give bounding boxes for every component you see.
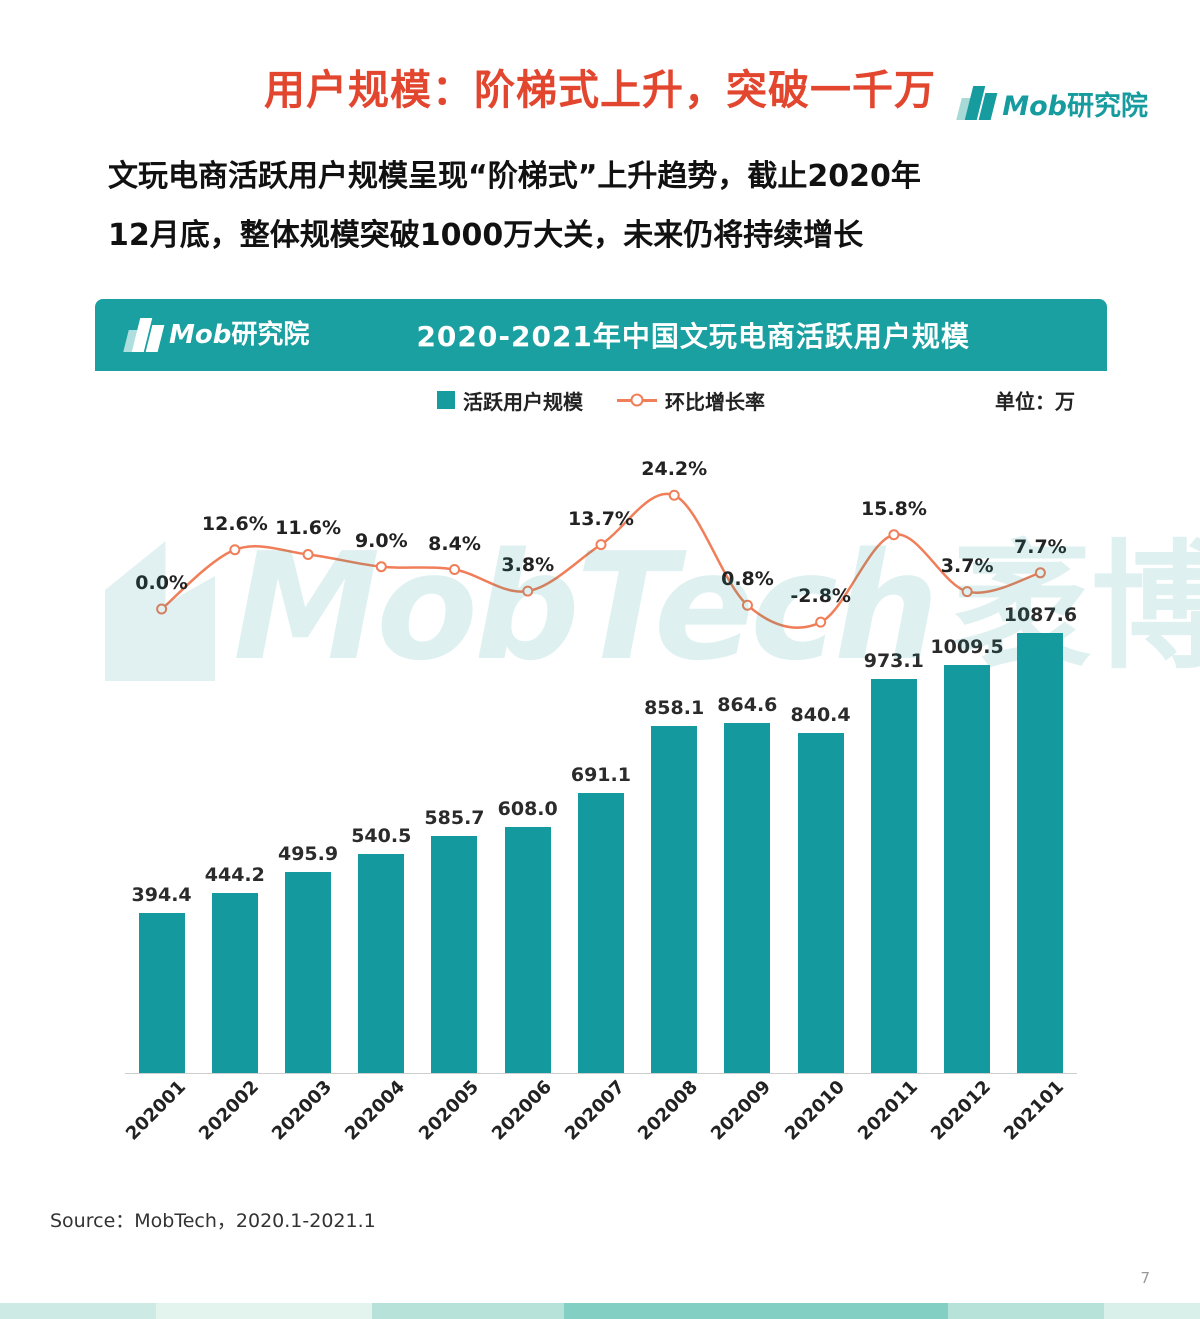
bar-legend-label: 活跃用户规模 [463, 389, 583, 414]
mob-logo-icon-white [123, 318, 165, 352]
bar-value-label: 858.1 [644, 696, 705, 719]
growth-rate-label: 12.6% [201, 512, 268, 535]
bar [138, 913, 185, 1073]
page-title: 用户规模：阶梯式上升，突破一千万 [264, 66, 936, 114]
bar-column: 840.4 [784, 704, 857, 1073]
bar [797, 733, 844, 1073]
x-axis-label: 202101 [1000, 1076, 1069, 1145]
chart-card: Mob研究院 2020-2021年中国文玩电商活跃用户规模 活跃用户规模 环比增… [95, 299, 1200, 1172]
page-number: 7 [1140, 1269, 1150, 1287]
x-axis-label: 202006 [487, 1076, 556, 1145]
brand-logo-mob: Mob [1002, 91, 1067, 122]
line-legend-swatch [617, 398, 657, 402]
x-axis-label: 202012 [927, 1076, 996, 1145]
bar [870, 679, 917, 1073]
chart-header: Mob研究院 2020-2021年中国文玩电商活跃用户规模 [95, 299, 1107, 371]
growth-rate-label: 13.7% [568, 507, 634, 530]
x-axis-label: 202007 [561, 1076, 629, 1145]
bar [358, 854, 405, 1073]
bar-column: 973.1 [857, 650, 930, 1073]
growth-rate-label: 24.2% [641, 458, 708, 481]
bar-column: 691.1 [564, 764, 637, 1073]
x-axis-label: 202005 [414, 1076, 483, 1145]
bar-column: 495.9 [271, 843, 344, 1073]
growth-rate-label: 3.7% [940, 554, 994, 577]
bar [944, 664, 991, 1073]
bar-value-label: 608.0 [497, 798, 558, 820]
x-axis-label: 202002 [194, 1076, 263, 1145]
growth-rate-label: 7.7% [1014, 535, 1067, 558]
brand-logo-rest: 研究院 [1067, 91, 1148, 122]
unit-label: 单位：万 [995, 389, 1075, 414]
bar [651, 725, 698, 1073]
bottom-decorative-strip [0, 1303, 1200, 1319]
bar-value-label: 864.6 [717, 694, 778, 717]
bar-column: 540.5 [345, 825, 418, 1073]
growth-line-chart [156, 489, 1046, 629]
x-axis-label: 202004 [341, 1076, 410, 1145]
growth-rate-label: 8.4% [428, 532, 481, 555]
bar-column: 864.6 [711, 694, 784, 1073]
x-axis-label: 202003 [268, 1076, 337, 1145]
chart-legend: 活跃用户规模 环比增长率 单位：万 [95, 371, 1107, 429]
growth-rate-label: 0.0% [135, 572, 188, 594]
intro-line-2: 12月底，整体规模突破1000万大关，未来仍将持续增长 [108, 217, 864, 253]
intro-paragraph: 文玩电商活跃用户规模呈现“阶梯式”上升趋势，截止2020年 12月底，整体规模突… [108, 148, 1130, 265]
bar [724, 723, 771, 1073]
bar-value-label: 585.7 [424, 807, 485, 830]
bar-column: 1087.6 [1004, 604, 1077, 1073]
bar-value-label: 495.9 [277, 843, 339, 866]
bar-column: 608.0 [491, 798, 564, 1073]
bar-column: 585.7 [418, 807, 491, 1073]
bar [577, 793, 624, 1073]
bar-column: 394.4 [125, 884, 198, 1073]
bar [504, 827, 551, 1073]
bar-value-label: 540.5 [351, 825, 412, 848]
line-legend-label: 环比增长率 [665, 389, 765, 414]
bar-legend-swatch [437, 391, 455, 409]
bar-value-label: 691.1 [570, 764, 631, 787]
bar-column: 858.1 [638, 697, 711, 1073]
legend-item-line: 环比增长率 [617, 386, 765, 415]
bar-value-label: 973.1 [863, 650, 924, 673]
chart-header-logo-rest: 研究院 [231, 320, 310, 350]
bar-value-label: 394.4 [131, 884, 192, 907]
bar [431, 836, 478, 1073]
x-axis-label: 202001 [121, 1076, 190, 1145]
bar [211, 893, 258, 1073]
growth-rate-label: 3.8% [501, 554, 555, 577]
bar-value-label: 1087.6 [1003, 604, 1078, 626]
x-axis-label: 202009 [707, 1076, 776, 1145]
bar-value-label: 840.4 [790, 704, 851, 726]
chart-plot-area: 394.4 444.2 495.9 540.5 585.7 608.0 691.1 858.1… [105, 429, 1200, 1074]
bar [285, 872, 332, 1073]
growth-rate-label: 11.6% [275, 517, 342, 540]
x-axis-label: 202011 [853, 1076, 922, 1145]
chart-header-logo-text: Mob研究院 [169, 322, 309, 348]
bar-value-label: 1009.5 [930, 635, 1004, 658]
x-axis-label: 202010 [780, 1076, 849, 1145]
mob-logo-icon [956, 86, 998, 120]
growth-rate-label: 0.8% [721, 568, 774, 591]
bar-series: 394.4 444.2 495.9 540.5 585.7 608.0 691.1 858.1… [125, 429, 1077, 1073]
source-note: Source：MobTech，2020.1-2021.1 [50, 1210, 376, 1232]
bar [1017, 633, 1064, 1073]
chart-header-logo-mob: Mob [169, 320, 232, 350]
x-axis-labels: 202001 202002 202003 202004 202005 202006 2020… [121, 1074, 1077, 1172]
bar-value-label: 444.2 [204, 864, 265, 887]
bar-column: 1009.5 [930, 635, 1004, 1073]
x-axis-label: 202008 [634, 1076, 703, 1145]
intro-line-1: 文玩电商活跃用户规模呈现“阶梯式”上升趋势，截止2020年 [108, 159, 921, 194]
brand-logo: Mob研究院 [956, 86, 1148, 120]
growth-rate-label: 9.0% [354, 529, 408, 552]
chart-title: 2020-2021年中国文玩电商活跃用户规模 [416, 320, 970, 353]
growth-rate-label: 15.8% [860, 497, 927, 520]
bar-column: 444.2 [198, 864, 271, 1073]
legend-item-bars: 活跃用户规模 [437, 386, 583, 415]
brand-logo-text: Mob研究院 [1002, 93, 1148, 120]
growth-rate-label: -2.8% [790, 585, 851, 608]
